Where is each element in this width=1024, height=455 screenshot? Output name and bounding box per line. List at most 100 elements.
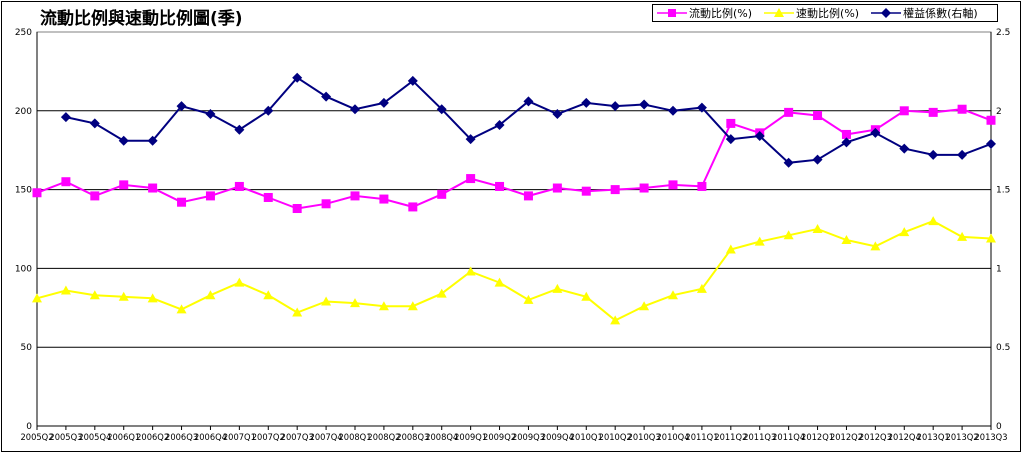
y-right-tick-label: 0 <box>996 422 1002 432</box>
data-point-triangle <box>928 216 939 226</box>
data-point-triangle <box>841 235 852 245</box>
series-line-1 <box>36 220 992 322</box>
data-point-square <box>466 174 476 184</box>
data-point-diamond <box>378 97 389 108</box>
data-point-diamond <box>725 134 736 145</box>
data-point-triangle <box>986 233 996 243</box>
data-point-triangle <box>350 298 360 308</box>
x-tick-label: 2010Q4 <box>657 433 690 443</box>
data-point-square <box>639 183 649 193</box>
x-tick-label: 2010Q3 <box>628 433 661 443</box>
x-tick-label: 2008Q1 <box>339 433 372 443</box>
data-point-square <box>292 204 302 214</box>
x-tick-label: 2008Q3 <box>396 433 429 443</box>
y-right-tick-label: 2.5 <box>996 28 1010 38</box>
data-point-diamond <box>783 157 794 168</box>
data-point-triangle <box>176 304 187 314</box>
data-point-diamond <box>870 127 881 138</box>
x-tick-label: 2007Q3 <box>281 433 314 443</box>
x-tick-label: 2012Q1 <box>801 433 834 443</box>
x-tick-label: 2006Q3 <box>165 433 198 443</box>
data-point-square <box>697 181 707 191</box>
x-tick-label: 2008Q2 <box>367 433 400 443</box>
data-point-diamond <box>610 101 621 112</box>
data-point-square <box>813 111 823 121</box>
data-point-diamond <box>436 104 447 115</box>
x-tick-label: 2013Q1 <box>917 433 950 443</box>
x-tick-label: 2009Q4 <box>541 433 574 443</box>
data-point-square <box>119 180 129 190</box>
data-point-diamond <box>639 99 650 110</box>
y-right-tick-label: 1 <box>996 264 1002 274</box>
x-tick-label: 2012Q4 <box>888 433 921 443</box>
x-tick-label: 2005Q3 <box>49 433 82 443</box>
legend-item-quick-ratio: 速動比例(%) <box>764 5 859 21</box>
data-point-square <box>986 115 996 125</box>
data-point-square <box>90 191 100 201</box>
x-tick-label: 2006Q4 <box>194 433 227 443</box>
data-point-diamond <box>841 137 852 148</box>
y-right-tick-label: 1.5 <box>996 186 1010 196</box>
y-left-tick-label: 50 <box>21 343 33 353</box>
data-point-square <box>148 183 158 193</box>
x-tick-label: 2009Q2 <box>483 433 516 443</box>
data-point-square <box>928 107 938 117</box>
chart-title: 流動比例與速動比例圖(季) <box>40 9 243 29</box>
data-point-triangle <box>378 301 389 311</box>
data-point-diamond <box>899 143 910 154</box>
data-point-triangle <box>668 290 678 300</box>
data-point-diamond <box>581 97 592 108</box>
data-point-diamond <box>234 124 245 135</box>
data-point-diamond <box>292 72 303 83</box>
data-point-diamond <box>754 131 765 142</box>
data-point-triangle <box>812 224 823 233</box>
data-point-diamond <box>494 119 505 130</box>
data-point-square <box>350 191 360 201</box>
data-point-triangle <box>957 231 968 241</box>
data-point-triangle <box>639 301 650 311</box>
data-point-triangle <box>263 290 274 300</box>
data-point-diamond <box>986 138 996 149</box>
data-point-triangle <box>725 244 736 254</box>
data-point-triangle <box>292 307 303 317</box>
x-tick-label: 2007Q4 <box>310 433 343 443</box>
data-point-triangle <box>465 266 476 276</box>
data-point-square <box>408 202 418 212</box>
x-tick-label: 2007Q1 <box>223 433 256 443</box>
data-point-triangle <box>870 241 881 251</box>
data-point-square <box>523 191 533 201</box>
x-tick-label: 2010Q2 <box>599 433 632 443</box>
data-point-diamond <box>668 105 678 116</box>
x-tick-label: 2007Q2 <box>252 433 285 443</box>
data-point-triangle <box>783 230 794 240</box>
data-point-triangle <box>205 290 216 300</box>
data-point-triangle <box>118 291 129 301</box>
data-point-diamond <box>812 154 823 165</box>
data-point-square <box>234 181 244 191</box>
x-tick-label: 2010Q1 <box>570 433 603 443</box>
legend-label: 流動比例(%) <box>689 7 753 20</box>
data-point-diamond <box>263 105 274 116</box>
data-point-square <box>841 129 851 139</box>
data-point-square <box>263 192 273 202</box>
data-point-diamond <box>147 135 158 146</box>
plot-border <box>36 31 992 427</box>
data-point-diamond <box>118 135 129 146</box>
data-point-triangle <box>581 291 592 301</box>
data-point-triangle <box>610 315 621 325</box>
legend-item-equity-multiplier: 權益係數(右軸) <box>871 5 978 21</box>
data-point-square <box>495 181 505 191</box>
data-point-triangle <box>321 296 332 306</box>
x-tick-label: 2011Q3 <box>743 433 776 443</box>
data-point-diamond <box>957 149 968 160</box>
data-point-triangle <box>754 236 765 246</box>
x-tick-label: 2013Q2 <box>946 433 979 443</box>
data-point-diamond <box>523 96 534 107</box>
data-point-square <box>668 180 678 190</box>
y-right-tick-label: 0.5 <box>996 343 1010 353</box>
y-right-tick-label: 2 <box>996 107 1002 117</box>
data-point-square <box>32 188 42 198</box>
data-point-square <box>321 199 331 209</box>
x-tick-label: 2013Q3 <box>975 433 1008 443</box>
